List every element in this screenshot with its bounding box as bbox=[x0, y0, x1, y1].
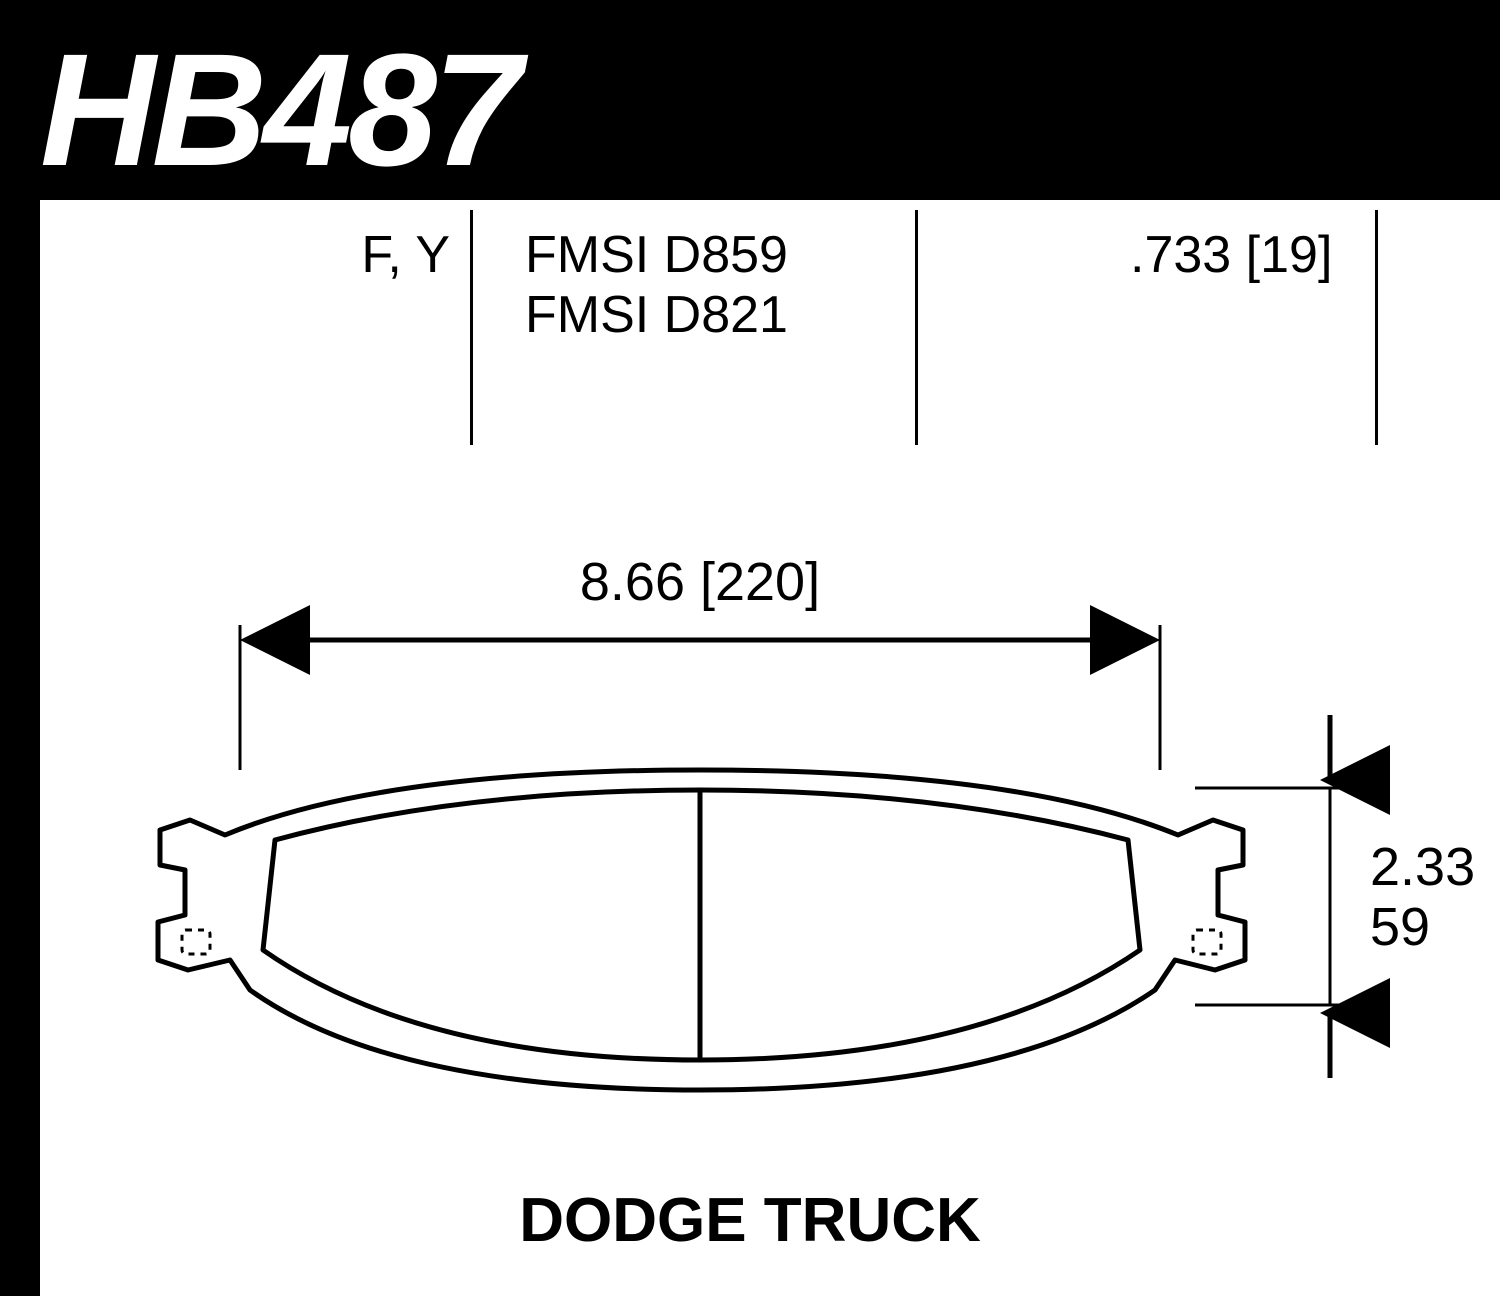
spec-fmsi-line1: FMSI D859 bbox=[525, 225, 788, 285]
brake-pad-outline bbox=[158, 770, 1245, 1090]
side-bar bbox=[0, 200, 40, 1296]
width-dim-label: 8.66 [220] bbox=[580, 552, 820, 612]
spec-row: F, Y FMSI D859 FMSI D821 .733 [19] bbox=[60, 225, 1470, 405]
brake-pad-diagram: 8.66 [220] 2.33 59 bbox=[40, 470, 1500, 1170]
spec-fmsi: FMSI D859 FMSI D821 bbox=[525, 225, 788, 345]
spec-thickness: .733 [19] bbox=[1130, 225, 1332, 285]
spec-fmsi-line2: FMSI D821 bbox=[525, 285, 788, 345]
part-number: HB487 bbox=[40, 18, 518, 202]
footer-title: DODGE TRUCK bbox=[0, 1185, 1500, 1256]
height-dim-label2: 59 bbox=[1370, 897, 1430, 957]
spec-compounds: F, Y bbox=[290, 225, 450, 285]
height-dim-label1: 2.33 bbox=[1370, 837, 1475, 897]
